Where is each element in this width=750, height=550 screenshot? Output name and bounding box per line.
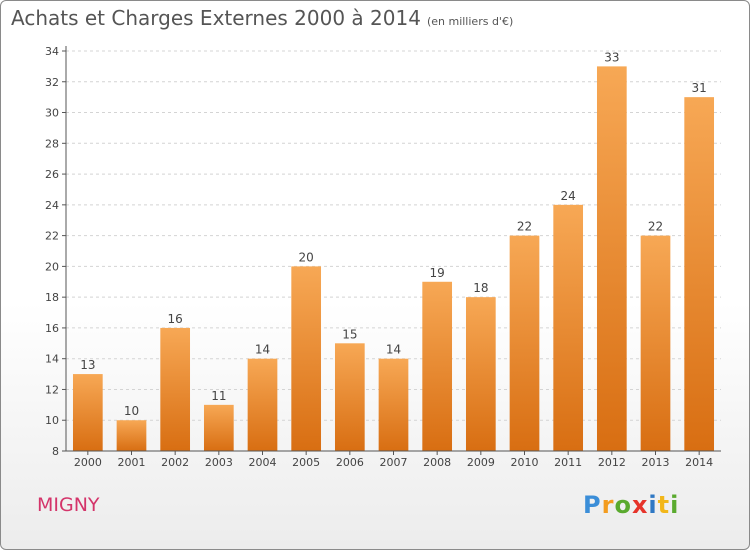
x-tick-label: 2008 <box>423 456 451 469</box>
data-label: 33 <box>604 50 619 64</box>
y-tick-label: 22 <box>45 230 59 243</box>
bar-2002 <box>160 327 191 451</box>
x-tick-label: 2011 <box>554 456 582 469</box>
x-tick-label: 2003 <box>205 456 233 469</box>
y-tick-label: 8 <box>52 445 59 458</box>
y-tick-label: 10 <box>45 414 59 427</box>
x-tick-label: 2005 <box>292 456 320 469</box>
x-tick-label: 2014 <box>685 456 713 469</box>
bar-2009 <box>465 297 496 451</box>
data-label: 20 <box>299 250 314 264</box>
x-tick-label: 2006 <box>336 456 364 469</box>
y-tick-label: 24 <box>45 199 59 212</box>
y-tick-label: 30 <box>45 107 59 120</box>
x-tick-label: 2010 <box>511 456 539 469</box>
bar-2001 <box>116 420 147 451</box>
data-label: 14 <box>386 343 401 357</box>
bar-2003 <box>203 404 234 451</box>
bar-2007 <box>378 358 409 451</box>
data-label: 16 <box>168 312 183 326</box>
bar-2004 <box>247 358 278 451</box>
x-tick-label: 2004 <box>249 456 277 469</box>
bar-2010 <box>509 235 540 451</box>
y-tick-label: 34 <box>45 45 59 58</box>
data-label: 22 <box>517 220 532 234</box>
y-tick-label: 14 <box>45 353 59 366</box>
x-tick-label: 2012 <box>598 456 626 469</box>
y-tick-label: 20 <box>45 260 59 273</box>
bar-2013 <box>640 235 671 451</box>
data-label: 15 <box>342 327 357 341</box>
x-tick-label: 2013 <box>642 456 670 469</box>
data-label: 24 <box>561 189 576 203</box>
bar-2011 <box>553 204 584 451</box>
chart-unit: (en milliers d'€) <box>426 15 514 28</box>
data-label: 19 <box>430 266 445 280</box>
x-tick-label: 2001 <box>118 456 146 469</box>
data-label: 14 <box>255 343 270 357</box>
data-label: 11 <box>211 389 226 403</box>
y-tick-label: 26 <box>45 168 59 181</box>
y-tick-label: 28 <box>45 137 59 150</box>
town-name: MIGNY <box>37 494 100 516</box>
proxiti-logo: Proxiti <box>583 491 680 519</box>
bar-2005 <box>291 266 322 451</box>
data-label: 22 <box>648 220 663 234</box>
y-tick-label: 18 <box>45 291 59 304</box>
data-label: 31 <box>692 81 707 95</box>
y-tick-label: 12 <box>45 383 59 396</box>
data-label: 10 <box>124 404 139 418</box>
bar-2012 <box>596 66 627 451</box>
x-tick-label: 2000 <box>74 456 102 469</box>
bar-2014 <box>684 97 715 452</box>
bar-2000 <box>72 374 103 451</box>
x-tick-label: 2009 <box>467 456 495 469</box>
data-label: 18 <box>473 281 488 295</box>
bar-2006 <box>334 343 365 451</box>
chart-title-row: Achats et Charges Externes 2000 à 2014 (e… <box>11 6 513 30</box>
chart-title: Achats et Charges Externes 2000 à 2014 <box>11 6 421 30</box>
bar-2008 <box>422 281 453 451</box>
x-tick-label: 2007 <box>380 456 408 469</box>
data-label: 13 <box>80 358 95 372</box>
y-tick-label: 16 <box>45 322 59 335</box>
y-tick-label: 32 <box>45 76 59 89</box>
x-tick-label: 2002 <box>161 456 189 469</box>
